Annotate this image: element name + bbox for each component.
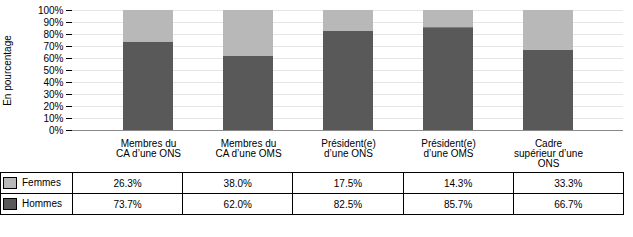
html-text:66.7%: 66.7% bbox=[554, 198, 583, 210]
svg-text:Président(e)d’une OMS: Président(e)d’une OMS bbox=[421, 138, 475, 159]
html-text:73.7%: 73.7% bbox=[113, 198, 142, 210]
svg-text:Président(e)d’une ONS: Président(e)d’une ONS bbox=[321, 138, 375, 159]
html-text:17.5%: 17.5% bbox=[333, 177, 363, 189]
svg-text:Membres duCA d’une ONS: Membres duCA d’une ONS bbox=[116, 138, 181, 159]
svg-text:30%: 30% bbox=[43, 89, 63, 100]
html-text:82.5%: 82.5% bbox=[333, 198, 363, 210]
svg-text:20%: 20% bbox=[43, 101, 63, 112]
html-text:Hommes: Hommes bbox=[22, 197, 62, 209]
svg-text:Membres duCA d’une OMS: Membres duCA d’une OMS bbox=[215, 138, 281, 159]
svg-text:10%: 10% bbox=[43, 113, 63, 124]
svg-text:Cadresupérieur d’uneONS: Cadresupérieur d’uneONS bbox=[514, 138, 583, 169]
html-text:Femmes: Femmes bbox=[22, 176, 61, 188]
html-text:38.0%: 38.0% bbox=[223, 177, 252, 189]
html-text:14.3%: 14.3% bbox=[444, 177, 473, 189]
html-text:33.3%: 33.3% bbox=[554, 177, 583, 189]
svg-text:En pourcentage: En pourcentage bbox=[2, 35, 13, 106]
svg-text:60%: 60% bbox=[43, 53, 63, 64]
svg-text:80%: 80% bbox=[43, 29, 63, 40]
svg-text:0%: 0% bbox=[49, 125, 64, 136]
svg-text:70%: 70% bbox=[43, 41, 63, 52]
svg-text:40%: 40% bbox=[43, 77, 63, 88]
html-text:62.0%: 62.0% bbox=[223, 198, 252, 210]
svg-text:50%: 50% bbox=[43, 65, 63, 76]
html-text:85.7%: 85.7% bbox=[444, 198, 473, 210]
svg-text:100%: 100% bbox=[38, 5, 64, 16]
svg-text:90%: 90% bbox=[43, 17, 63, 28]
html-text:26.3%: 26.3% bbox=[113, 177, 142, 189]
